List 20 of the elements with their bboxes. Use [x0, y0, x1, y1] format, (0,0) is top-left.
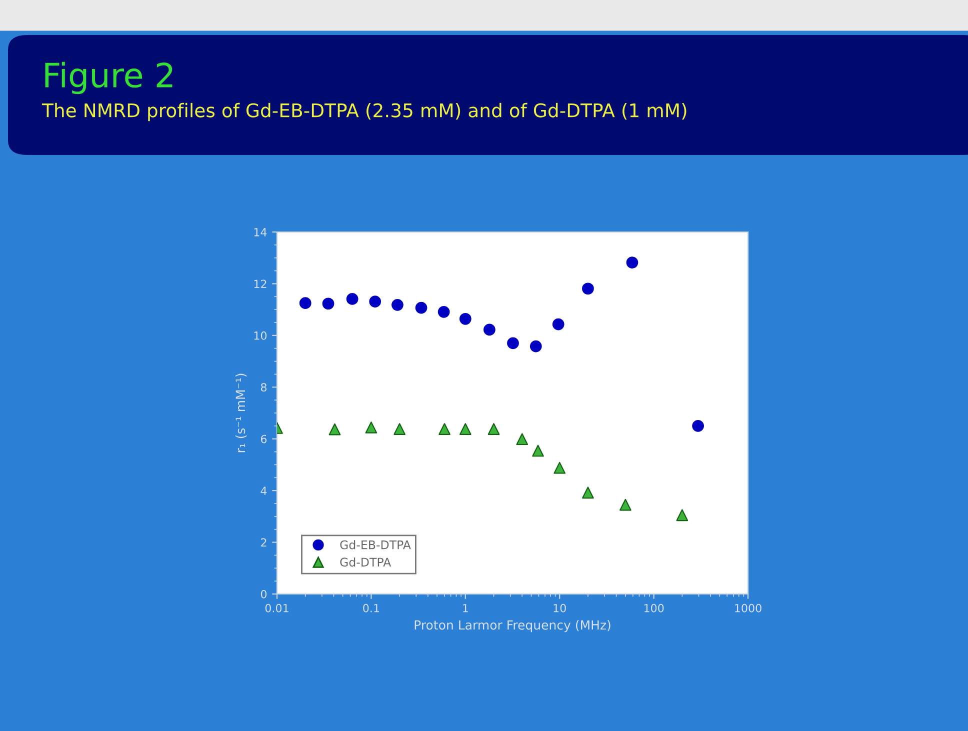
y-tick-label: 4	[260, 486, 267, 495]
y-tick-label: 2	[261, 538, 266, 547]
legend-label: Gd-DTPA	[340, 557, 392, 567]
y-tick-label: 12	[254, 280, 266, 288]
x-tick-label: 1	[463, 604, 468, 612]
chart-subtitle: The NMRD profiles of Gd-EB-DTPA (2.35 mM) and of Gd-DTPA (1 mM)	[42, 102, 686, 122]
x-tick-label: 10	[554, 604, 566, 612]
y-axis-title: r₁ (s⁻¹ mM⁻¹)	[236, 374, 247, 452]
y-tick-label: 6	[260, 434, 267, 444]
x-tick-label: 0.1	[363, 604, 380, 612]
y-tick-label: 0	[260, 590, 267, 598]
x-axis-title: Proton Larmor Frequency (MHz)	[414, 620, 610, 632]
x-tick-label: 0.01	[265, 604, 288, 612]
x-tick-label: 100	[644, 604, 664, 612]
legend-label: Gd-EB-DTPA	[340, 540, 411, 550]
y-tick-label: 14	[254, 228, 267, 236]
x-tick-label: 1000	[735, 604, 762, 612]
y-tick-label: 8	[260, 383, 267, 392]
chart-title: Figure 2	[45, 62, 172, 94]
y-tick-label: 10	[254, 331, 267, 340]
